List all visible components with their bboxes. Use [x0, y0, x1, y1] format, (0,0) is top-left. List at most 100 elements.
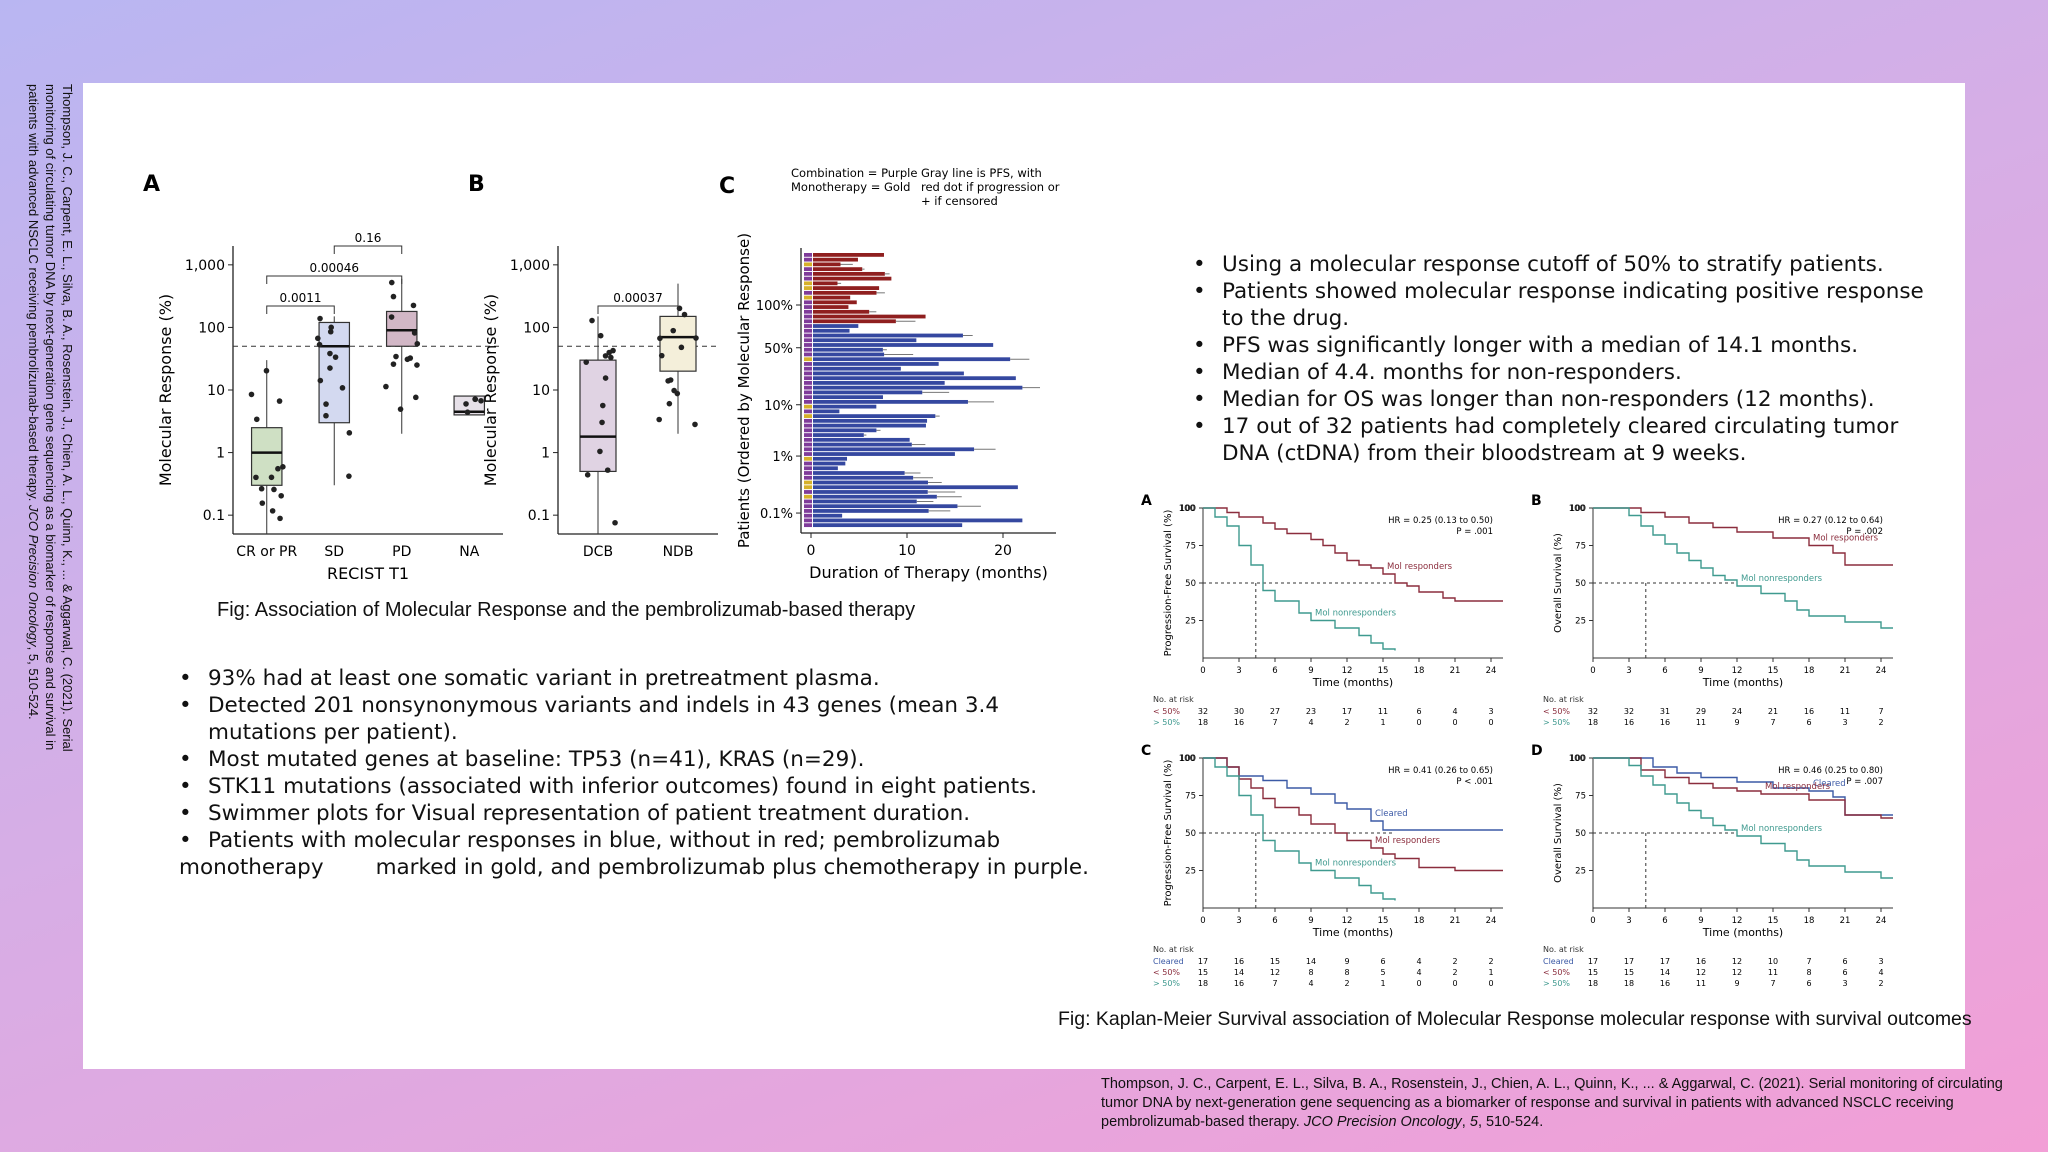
- non-responder-bar: [813, 267, 863, 272]
- therapy-type-marker: [804, 504, 812, 509]
- legend-text: + if censored: [921, 194, 998, 208]
- therapy-type-marker: [804, 357, 812, 362]
- bullet-item: PFS was significantly longer with a medi…: [1193, 332, 1945, 359]
- x-axis-title: Time (months): [1312, 926, 1393, 939]
- series-label: Mol nonresponders: [1741, 574, 1823, 584]
- x-tick-label: 3: [1626, 666, 1631, 676]
- at-risk-value: 10: [1768, 957, 1778, 966]
- at-risk-value: 8: [1308, 968, 1313, 977]
- y-tick-label: 10: [532, 383, 550, 399]
- at-risk-value: 16: [1234, 957, 1244, 966]
- x-tick-label: 3: [1236, 666, 1241, 676]
- at-risk-value: 2: [1878, 718, 1883, 727]
- at-risk-value: 7: [1806, 957, 1811, 966]
- responder-bar: [813, 442, 912, 447]
- responder-bar: [813, 352, 885, 357]
- slide-panel: A 0.1 1 10 100 1,000 Molecular Response (%) CR …: [83, 83, 1972, 1069]
- p-value-label: 0.00046: [309, 261, 359, 275]
- at-risk-value: 1: [1380, 979, 1385, 988]
- data-point: [269, 508, 276, 514]
- y-tick-label: 100: [523, 320, 550, 336]
- last-bullet-line2b: marked in gold, and pembrolizumab plus c…: [375, 855, 1089, 880]
- at-risk-label: < 50%: [1153, 707, 1180, 716]
- therapy-type-marker: [804, 485, 812, 490]
- x-tick-label: 21: [1840, 666, 1851, 676]
- responder-bar: [813, 452, 955, 456]
- data-point: [414, 340, 421, 347]
- at-risk-value: 18: [1198, 718, 1208, 727]
- data-point: [658, 352, 665, 359]
- at-risk-value: 18: [1588, 718, 1598, 727]
- at-risk-value: 15: [1588, 968, 1598, 977]
- at-risk-value: 11: [1768, 968, 1778, 977]
- responder-bar: [813, 338, 917, 343]
- therapy-type-marker: [804, 509, 812, 513]
- at-risk-value: 3: [1842, 718, 1847, 727]
- series-label: Cleared: [1813, 779, 1846, 789]
- x-tick-label: 18: [1414, 666, 1425, 676]
- significance-bracket: [597, 305, 679, 314]
- data-point: [589, 317, 595, 324]
- non-responder-bar: [813, 300, 857, 305]
- y-axis-title: Patients (Ordered by Molecular Response): [735, 233, 753, 548]
- y-tick-label: 25: [1185, 867, 1196, 877]
- non-responder-bar: [813, 314, 926, 319]
- at-risk-value: 11: [1696, 718, 1706, 727]
- at-risk-value: 17: [1588, 957, 1598, 966]
- at-risk-value: 3: [1488, 707, 1493, 716]
- x-tick-label: 6: [1662, 916, 1667, 926]
- at-risk-value: 15: [1198, 968, 1208, 977]
- x-tick-label: 9: [1698, 666, 1703, 676]
- data-point: [678, 344, 685, 351]
- therapy-type-marker: [804, 399, 812, 404]
- therapy-type-marker: [804, 452, 812, 456]
- therapy-type-marker: [804, 343, 812, 347]
- at-risk-value: 3: [1842, 979, 1847, 988]
- side-citation-volume: , 5, 510-524.: [26, 646, 41, 720]
- y-tick-label: 0.1%: [760, 507, 793, 522]
- survival-curve: [1203, 507, 1396, 651]
- therapy-type-marker: [804, 362, 812, 366]
- y-tick-label: 100: [1570, 754, 1586, 764]
- y-axis-title: Overall Survival (%): [1553, 533, 1564, 633]
- y-axis-title: Progression-Free Survival (%): [1163, 510, 1174, 657]
- at-risk-value: 1: [1380, 718, 1385, 727]
- bullet-item: Detected 201 nonsynonymous variants and …: [179, 692, 1114, 746]
- box: [659, 315, 697, 372]
- legend-text: Monotherapy = Gold: [791, 180, 910, 194]
- at-risk-title: No. at risk: [1543, 945, 1584, 954]
- at-risk-value: 6: [1806, 979, 1811, 988]
- responder-bar: [813, 324, 859, 328]
- x-tick-label: 20: [994, 543, 1012, 559]
- data-point: [472, 396, 479, 403]
- at-risk-value: 15: [1624, 968, 1634, 977]
- x-tick-label: 24: [1876, 916, 1887, 926]
- responder-bar: [813, 385, 1023, 390]
- data-point: [670, 327, 677, 334]
- data-point: [278, 492, 284, 499]
- at-risk-value: 2: [1878, 979, 1883, 988]
- x-tick-label: 12: [1732, 666, 1743, 676]
- x-tick-label: 6: [1272, 916, 1277, 926]
- last-bullet-line2a: monotherapy: [179, 855, 324, 880]
- data-point: [276, 398, 283, 404]
- responder-bar: [813, 509, 929, 513]
- at-risk-value: 7: [1272, 979, 1277, 988]
- side-citation-journal: JCO Precision Oncology: [26, 505, 41, 647]
- x-tick-label: 3: [1236, 916, 1241, 926]
- survival-curve: [1593, 757, 1893, 879]
- responder-bar: [813, 518, 1023, 523]
- responder-bar: [813, 395, 883, 400]
- y-tick-label: 10: [207, 383, 225, 399]
- y-tick-label: 100: [1180, 504, 1196, 514]
- at-risk-label: > 50%: [1543, 718, 1570, 727]
- y-tick-label: 100: [1179, 504, 1195, 514]
- right-bullet-list: Using a molecular response cutoff of 50%…: [1193, 251, 1945, 467]
- at-risk-value: 9: [1734, 718, 1739, 727]
- therapy-type-marker: [804, 281, 812, 286]
- x-tick-label: 18: [1804, 916, 1815, 926]
- at-risk-label: > 50%: [1153, 718, 1180, 727]
- at-risk-value: 18: [1588, 979, 1598, 988]
- data-point: [597, 332, 604, 339]
